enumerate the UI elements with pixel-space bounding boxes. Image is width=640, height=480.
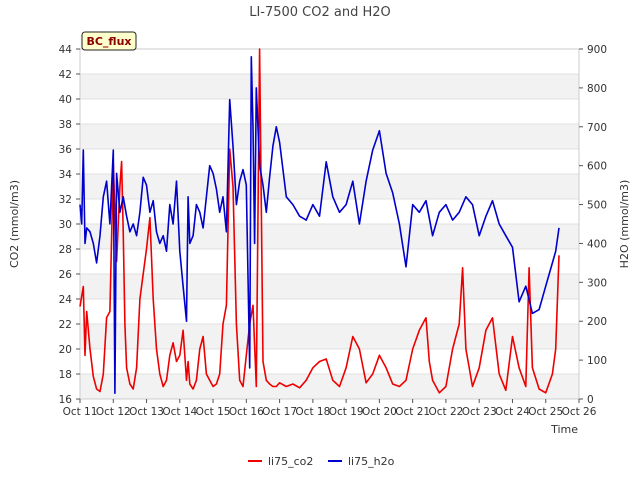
- y-right-tick-label: 400: [587, 238, 607, 250]
- y-left-tick-label: 18: [59, 369, 72, 381]
- x-tick-label: Oct 17: [262, 406, 297, 418]
- site-label-text: BC_flux: [86, 35, 131, 48]
- x-tick-label: Oct 22: [429, 406, 464, 418]
- x-tick-label: Oct 20: [362, 406, 397, 418]
- y-left-tick-label: 36: [59, 144, 73, 156]
- y-left-tick-label: 34: [59, 169, 73, 181]
- y-left-tick-label: 42: [59, 69, 72, 81]
- y-left-tick-label: 26: [59, 269, 73, 281]
- y-left-tick-label: 44: [59, 44, 73, 56]
- y-left-tick-label: 32: [59, 194, 72, 206]
- x-tick-label: Oct 21: [395, 406, 430, 418]
- y-right-tick-label: 900: [587, 44, 607, 56]
- plot-band: [80, 224, 579, 249]
- x-tick-label: Oct 23: [462, 406, 497, 418]
- plot-bands: [80, 48, 579, 400]
- x-tick-label: Oct 13: [129, 406, 164, 418]
- y-axis-left-label: CO2 (mmol/m3): [8, 180, 21, 268]
- y-right-tick-label: 300: [587, 277, 607, 289]
- y-left-tick-label: 22: [59, 319, 72, 331]
- x-tick-label: Oct 11: [63, 406, 98, 418]
- x-tick-label: Oct 12: [96, 406, 131, 418]
- x-axis-label: Time: [550, 423, 578, 436]
- x-tick-label: Oct 14: [162, 406, 197, 418]
- x-tick-label: Oct 19: [329, 406, 364, 418]
- y-axis-left: 16 18 20 22 24 26 28 30 32 34 36 38 40 42 44: [59, 44, 80, 406]
- y-right-tick-label: 800: [587, 83, 607, 95]
- y-right-tick-label: 500: [587, 200, 607, 212]
- x-tick-label: Oct 18: [295, 406, 330, 418]
- y-right-tick-label: 700: [587, 122, 607, 134]
- y-left-tick-label: 30: [59, 219, 72, 231]
- y-axis-right: 0 100 200 300 400 500 600 700 800 900: [579, 44, 607, 406]
- y-right-tick-label: 0: [587, 394, 594, 406]
- x-tick-label: Oct 15: [196, 406, 231, 418]
- y-left-tick-label: 40: [59, 94, 72, 106]
- y-right-tick-label: 100: [587, 355, 607, 367]
- series-lines: [79, 48, 560, 395]
- legend-label-li75_co2: li75_co2: [268, 455, 313, 468]
- plot-band: [80, 274, 579, 299]
- plot-band: [80, 74, 579, 99]
- legend-label-li75_h2o: li75_h2o: [348, 455, 395, 468]
- y-left-tick-label: 28: [59, 244, 72, 256]
- y-left-tick-label: 24: [59, 294, 73, 306]
- y-right-tick-label: 200: [587, 316, 607, 328]
- series-line-li75_h2o: [79, 55, 560, 395]
- y-left-tick-label: 20: [59, 344, 72, 356]
- x-tick-label: Oct 26: [562, 406, 597, 418]
- y-axis-right-label: H2O (mmol/m3): [618, 180, 631, 269]
- plot-band: [80, 124, 579, 149]
- y-left-tick-label: 38: [59, 119, 72, 131]
- site-label-box: BC_flux: [81, 31, 137, 51]
- chart-title: LI-7500 CO2 and H2O: [249, 5, 391, 20]
- y-right-tick-label: 600: [587, 161, 607, 173]
- y-left-tick-label: 16: [59, 394, 73, 406]
- x-tick-label: Oct 25: [528, 406, 563, 418]
- x-tick-label: Oct 24: [495, 406, 530, 418]
- x-tick-label: Oct 16: [229, 406, 264, 418]
- legend: li75_co2 li75_h2o: [248, 455, 395, 468]
